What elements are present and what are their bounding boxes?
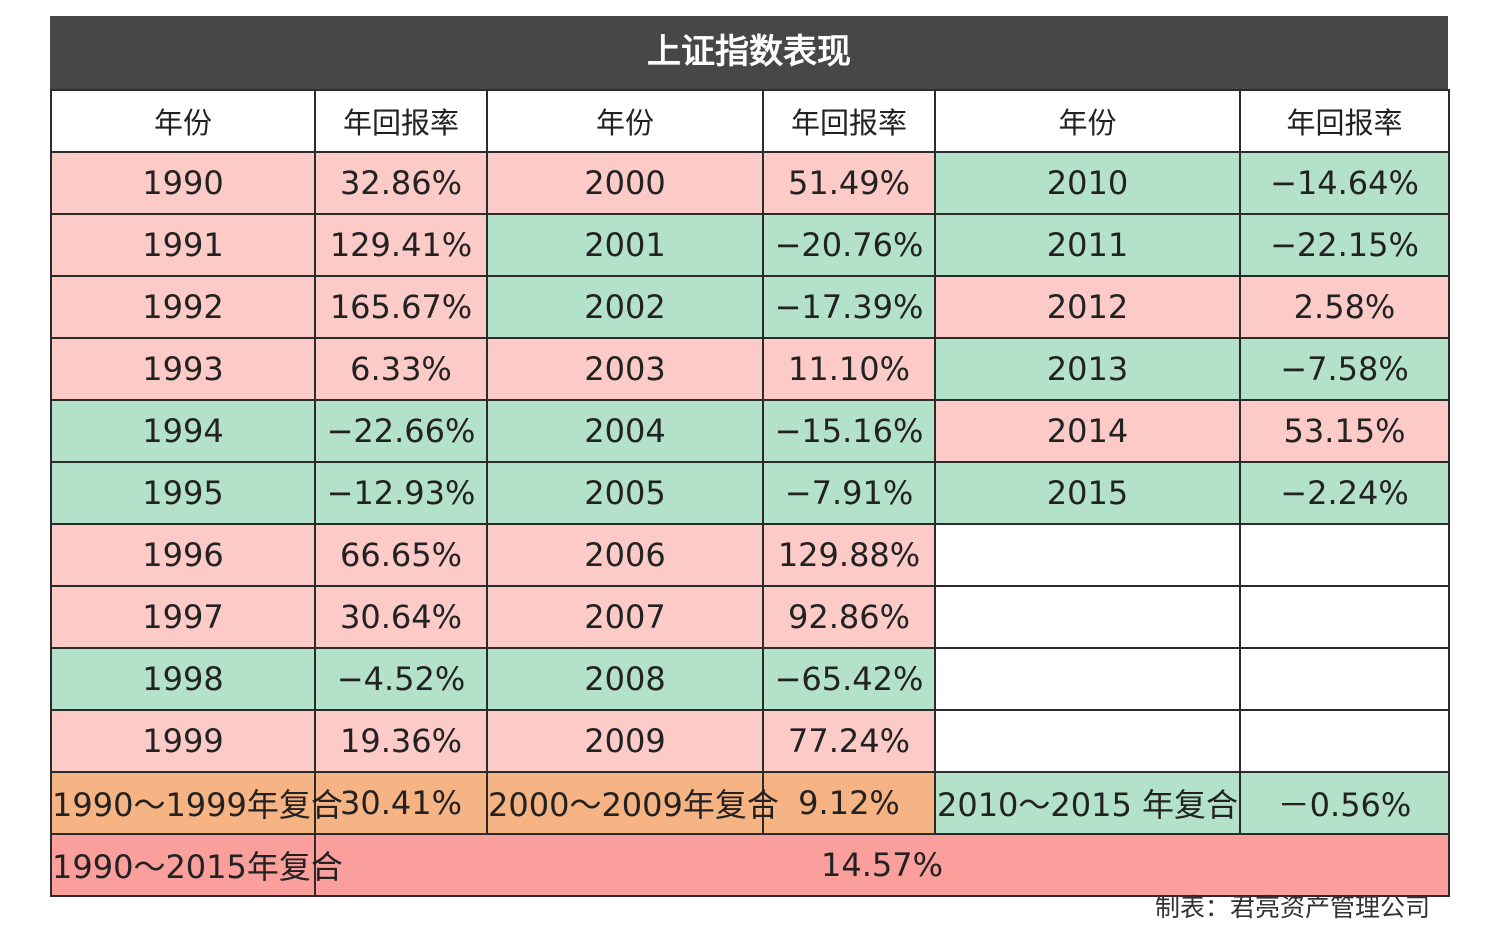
table-row: 1993 6.33% 2003 11.10% 2013 −7.58% (50, 337, 1450, 401)
empty-cell (1239, 523, 1450, 587)
compound-row: 1990～1999年复合 30.41% 2000～2009年复合 9.12% 2010～… (50, 771, 1450, 835)
empty-cell (1239, 585, 1450, 649)
overall-value: 14.57% (314, 833, 1450, 897)
year-cell: 2003 (486, 337, 764, 401)
return-cell: 77.24% (762, 709, 936, 773)
return-cell: −7.91% (762, 461, 936, 525)
year-cell: 1995 (50, 461, 316, 525)
return-cell: 19.36% (314, 709, 488, 773)
return-cell: 2.58% (1239, 275, 1450, 339)
table-row: 1995 −12.93% 2005 −7.91% 2015 −2.24% (50, 461, 1450, 525)
returns-table: 上证指数表现 年份 年回报率 年份 年回报率 年份 年回报率 1990 32.86% 2000 5… (50, 16, 1450, 897)
compound-label: 2010～2015 年复合 (934, 771, 1241, 835)
empty-cell (1239, 709, 1450, 773)
return-cell: −17.39% (762, 275, 936, 339)
table-row: 1996 66.65% 2006 129.88% (50, 523, 1450, 587)
table-row: 1992 165.67% 2002 −17.39% 2012 2.58% (50, 275, 1450, 339)
return-cell: 165.67% (314, 275, 488, 339)
overall-row: 1990～2015年复合 14.57% (50, 833, 1450, 897)
return-cell: 32.86% (314, 151, 488, 215)
header-return: 年回报率 (1239, 89, 1450, 153)
return-cell: −4.52% (314, 647, 488, 711)
header-year: 年份 (934, 89, 1241, 153)
returns-grid: 年份 年回报率 年份 年回报率 年份 年回报率 1990 32.86% 2000 51.49% 20… (50, 89, 1450, 897)
year-cell: 2014 (934, 399, 1241, 463)
compound-label: 1990～1999年复合 (50, 771, 343, 835)
table-row: 1999 19.36% 2009 77.24% (50, 709, 1450, 773)
table-row: 1994 −22.66% 2004 −15.16% 2014 53.15% (50, 399, 1450, 463)
table-row: 1991 129.41% 2001 −20.76% 2011 −22.15% (50, 213, 1450, 277)
empty-cell (934, 709, 1241, 773)
return-cell: −2.24% (1239, 461, 1450, 525)
table-title: 上证指数表现 (50, 16, 1448, 89)
year-cell: 1992 (50, 275, 316, 339)
return-cell: 11.10% (762, 337, 936, 401)
header-year: 年份 (50, 89, 316, 153)
year-cell: 2006 (486, 523, 764, 587)
empty-cell (934, 523, 1241, 587)
year-cell: 1991 (50, 213, 316, 277)
year-cell: 1998 (50, 647, 316, 711)
empty-cell (1239, 647, 1450, 711)
year-cell: 2000 (486, 151, 764, 215)
year-cell: 2001 (486, 213, 764, 277)
return-cell: −20.76% (762, 213, 936, 277)
return-cell: −22.66% (314, 399, 488, 463)
year-cell: 1993 (50, 337, 316, 401)
header-return: 年回报率 (314, 89, 488, 153)
header-return: 年回报率 (762, 89, 936, 153)
return-cell: −15.16% (762, 399, 936, 463)
overall-label: 1990～2015年复合 (50, 833, 343, 897)
year-cell: 2011 (934, 213, 1241, 277)
return-cell: −12.93% (314, 461, 488, 525)
return-cell: 66.65% (314, 523, 488, 587)
year-cell: 1997 (50, 585, 316, 649)
year-cell: 2004 (486, 399, 764, 463)
return-cell: 129.88% (762, 523, 936, 587)
return-cell: 129.41% (314, 213, 488, 277)
return-cell: 92.86% (762, 585, 936, 649)
return-cell: −14.64% (1239, 151, 1450, 215)
year-cell: 1990 (50, 151, 316, 215)
table-row: 1998 −4.52% 2008 −65.42% (50, 647, 1450, 711)
year-cell: 2009 (486, 709, 764, 773)
header-year: 年份 (486, 89, 764, 153)
year-cell: 1999 (50, 709, 316, 773)
source-note: 制表：君亮资产管理公司 (1154, 893, 1430, 922)
return-cell: 6.33% (314, 337, 488, 401)
return-cell: −65.42% (762, 647, 936, 711)
return-cell: −7.58% (1239, 337, 1450, 401)
year-cell: 2010 (934, 151, 1241, 215)
year-cell: 1996 (50, 523, 316, 587)
year-cell: 2005 (486, 461, 764, 525)
year-cell: 2013 (934, 337, 1241, 401)
return-cell: 51.49% (762, 151, 936, 215)
header-row: 年份 年回报率 年份 年回报率 年份 年回报率 (50, 89, 1450, 153)
empty-cell (934, 585, 1241, 649)
compound-value: 9.12% (762, 771, 936, 835)
return-cell: −22.15% (1239, 213, 1450, 277)
compound-label: 2000～2009年复合 (486, 771, 779, 835)
return-cell: 53.15% (1239, 399, 1450, 463)
compound-value: －0.56% (1239, 771, 1450, 835)
table-row: 1990 32.86% 2000 51.49% 2010 −14.64% (50, 151, 1450, 215)
year-cell: 2008 (486, 647, 764, 711)
year-cell: 2015 (934, 461, 1241, 525)
compound-value: 30.41% (314, 771, 488, 835)
year-cell: 1994 (50, 399, 316, 463)
year-cell: 2012 (934, 275, 1241, 339)
year-cell: 2007 (486, 585, 764, 649)
empty-cell (934, 647, 1241, 711)
year-cell: 2002 (486, 275, 764, 339)
return-cell: 30.64% (314, 585, 488, 649)
table-row: 1997 30.64% 2007 92.86% (50, 585, 1450, 649)
